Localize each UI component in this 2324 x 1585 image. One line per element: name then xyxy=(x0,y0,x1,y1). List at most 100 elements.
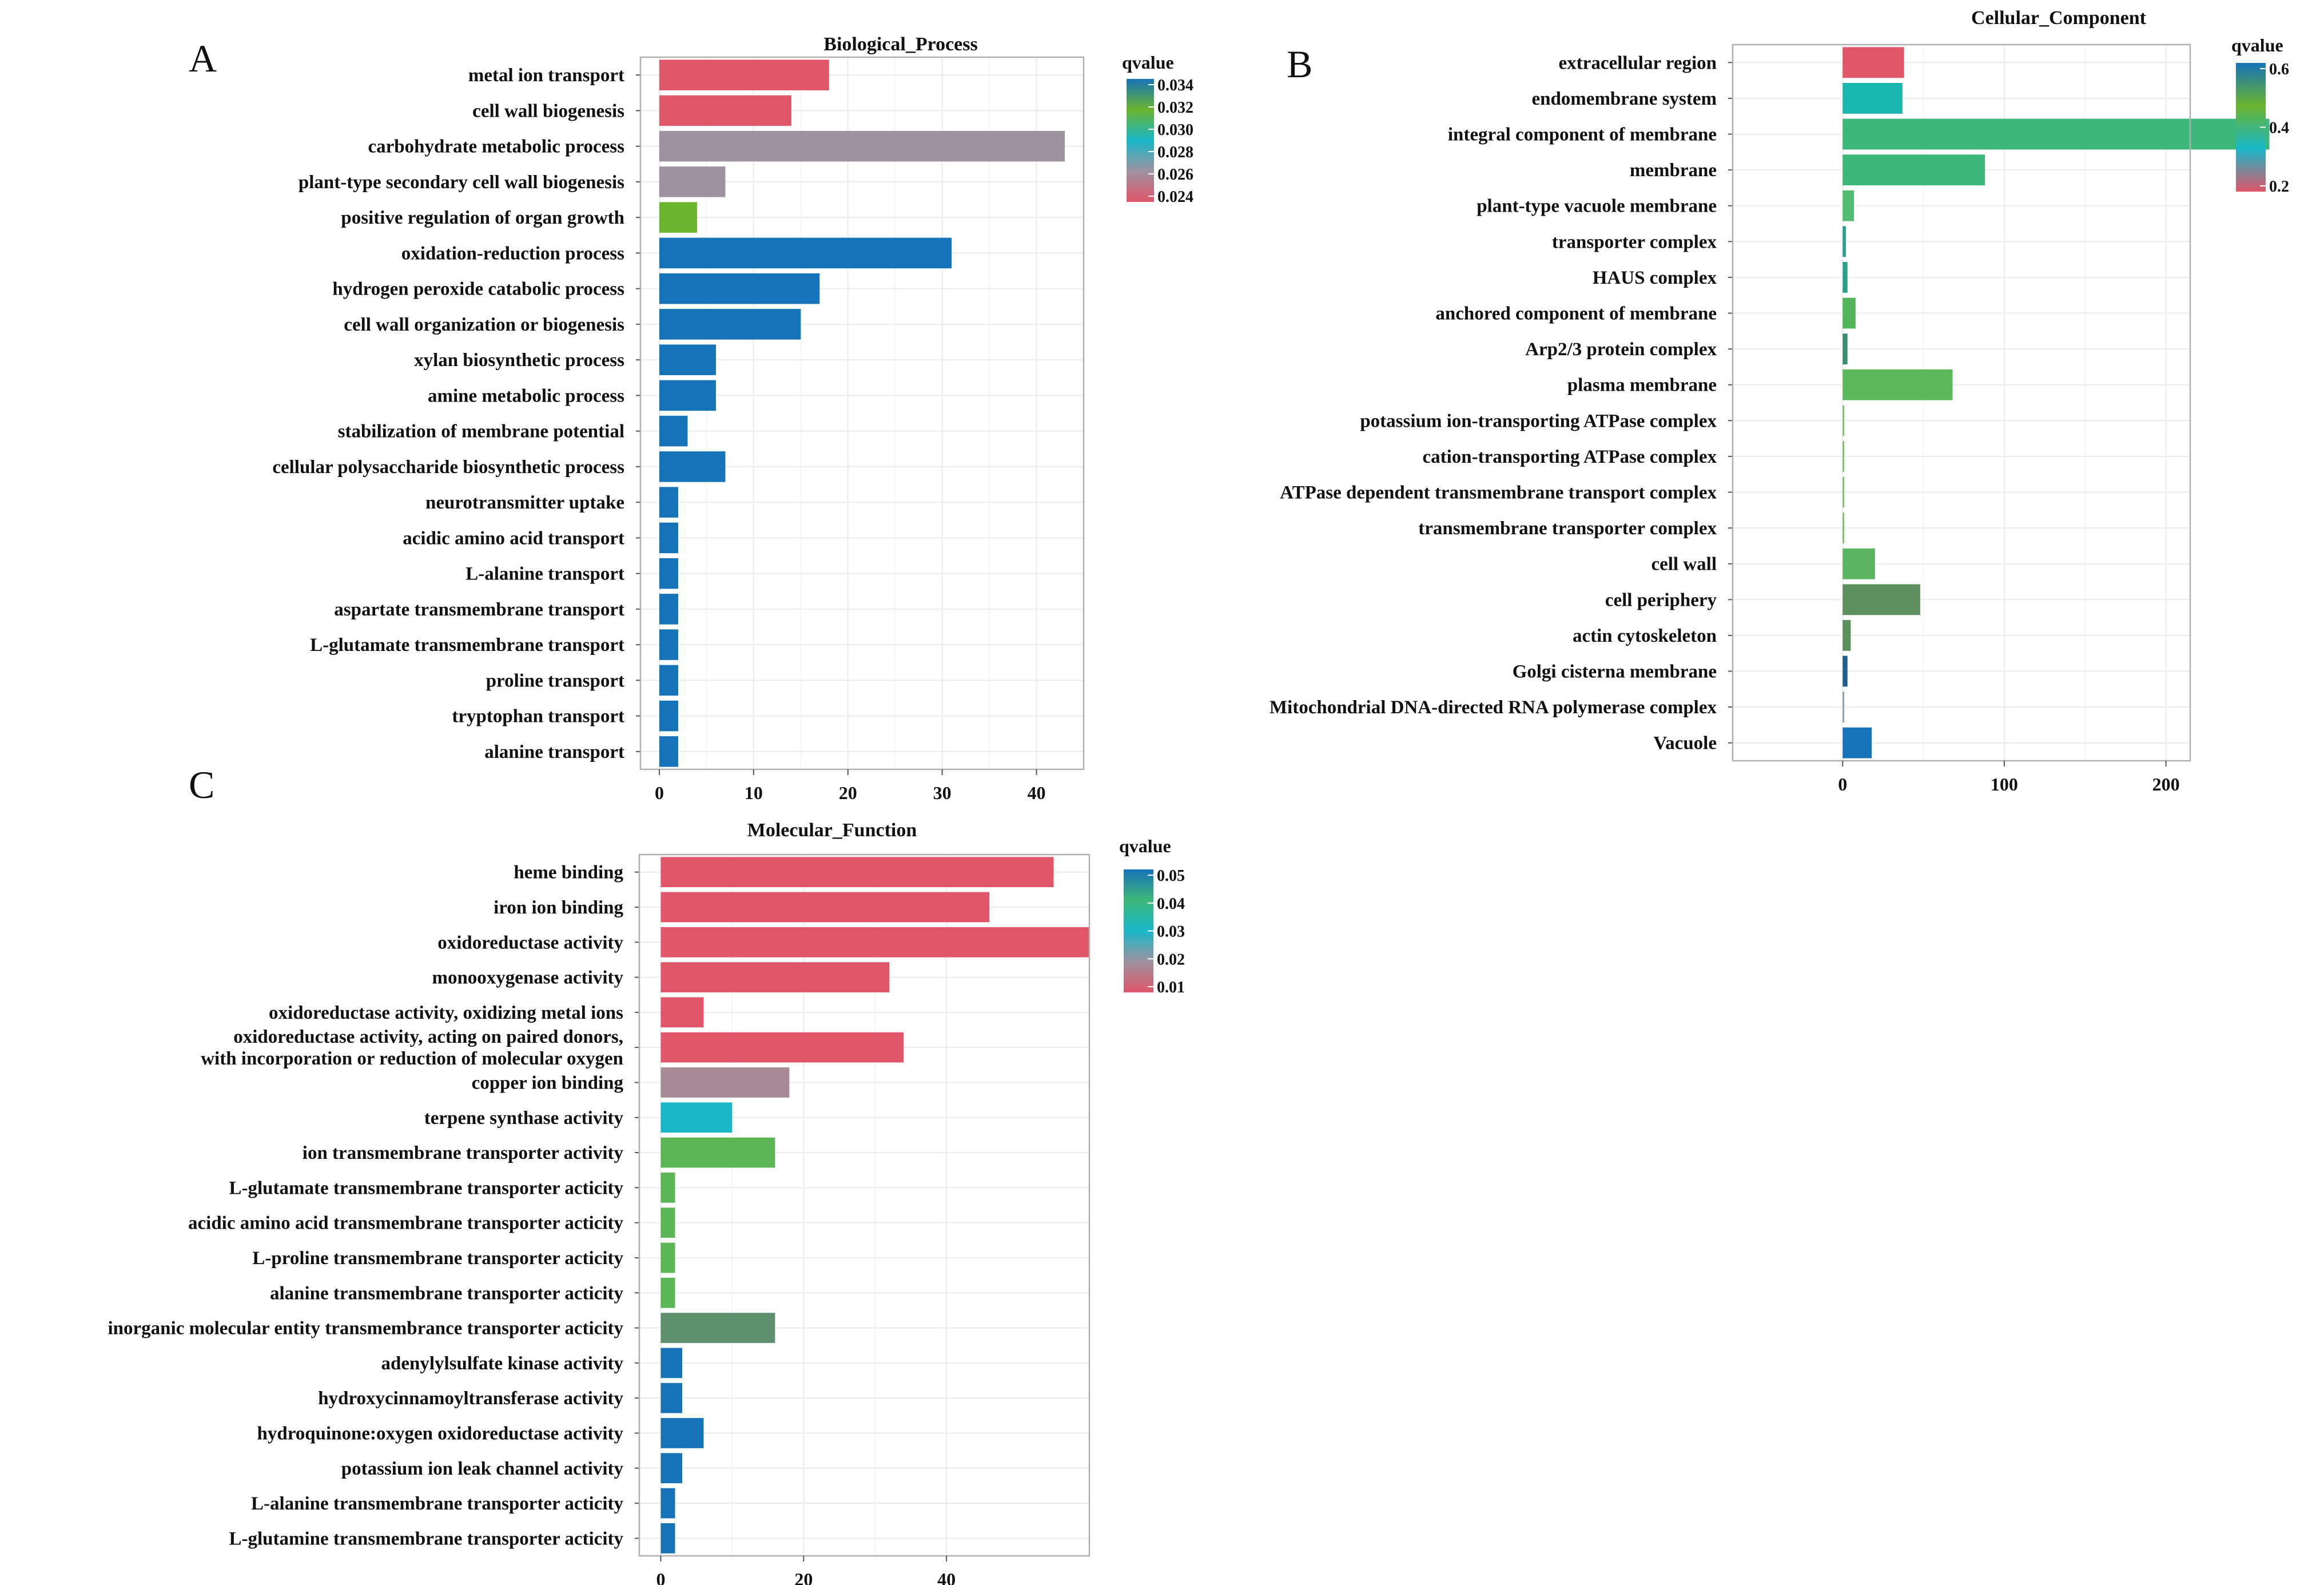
category-label: oxidoreductase activity, oxidizing metal… xyxy=(269,1003,623,1023)
category-label: monooxygenase activity xyxy=(432,968,623,988)
legend-tick-label: 0.02 xyxy=(1157,951,1185,968)
bar xyxy=(660,997,704,1028)
bar xyxy=(659,202,697,233)
bar xyxy=(1843,190,1855,221)
category-label: anchored component of membrane xyxy=(1435,304,1717,324)
category-label: plant-type secondary cell wall biogenesi… xyxy=(299,172,624,193)
bar xyxy=(660,1348,682,1379)
category-label: neurotransmitter uptake xyxy=(425,492,624,513)
legend-title: qvalue xyxy=(2231,35,2283,55)
bar xyxy=(1843,656,1848,687)
bar xyxy=(659,700,678,732)
bar xyxy=(660,927,1089,958)
plot-frame xyxy=(639,56,1085,770)
legend-title: qvalue xyxy=(1122,52,1174,73)
category-label: L-alanine transmembrane transporter acti… xyxy=(251,1493,624,1514)
legend-tick-label: 0.05 xyxy=(1157,867,1185,885)
bar xyxy=(660,1453,682,1484)
x-tick-label: 20 xyxy=(839,782,857,803)
bar xyxy=(1843,118,2270,150)
bar xyxy=(660,1523,675,1554)
category-label: iron ion binding xyxy=(494,897,623,918)
category-label: Vacuole xyxy=(1653,733,1717,754)
category-label: tryptophan transport xyxy=(452,706,624,727)
legend-tick-label: 0.026 xyxy=(1157,166,1193,184)
bar xyxy=(659,95,791,126)
category-label: HAUS complex xyxy=(1593,268,1717,288)
category-label: oxidation-reduction process xyxy=(401,243,624,264)
bar xyxy=(659,487,678,518)
legend-tick-label: 0.2 xyxy=(2269,178,2289,196)
bar xyxy=(660,1207,675,1238)
category-label: acidic amino acid transmembrane transpor… xyxy=(188,1213,623,1234)
bar xyxy=(660,1277,675,1308)
bar xyxy=(1843,727,1872,758)
bar xyxy=(659,665,678,696)
category-label: stabilization of membrane potential xyxy=(338,422,624,442)
panel-letter: B xyxy=(1287,42,1312,86)
legend-tick-label: 0.01 xyxy=(1157,979,1185,996)
category-label: L-alanine transport xyxy=(465,564,624,585)
legend-tick-label: 0.030 xyxy=(1157,121,1193,139)
category-label: Golgi cisterna membrane xyxy=(1513,662,1717,682)
x-tick-label: 30 xyxy=(933,782,952,803)
category-label: hydrogen peroxide catabolic process xyxy=(332,279,624,300)
category-label: terpene synthase activity xyxy=(424,1108,624,1129)
x-tick-label: 200 xyxy=(2152,774,2180,795)
category-label: transporter complex xyxy=(1552,232,1717,252)
bar xyxy=(1843,692,1845,723)
bar xyxy=(660,1383,682,1413)
category-label: integral component of membrane xyxy=(1448,125,1717,145)
x-tick-label: 100 xyxy=(1991,774,2018,795)
category-label: cation-transporting ATPase complex xyxy=(1422,447,1717,467)
legend-tick-label: 0.4 xyxy=(2269,120,2289,137)
panel-b: B Cellular_Component extracellular region e… xyxy=(1270,7,2289,795)
plot-frame xyxy=(1732,43,2191,762)
bar xyxy=(659,415,688,447)
x-tick-label: 0 xyxy=(655,782,664,803)
legend-title: qvalue xyxy=(1119,836,1171,856)
chart-title: Biological_Process xyxy=(823,34,977,55)
bar xyxy=(659,736,678,767)
category-label: carbohydrate metabolic process xyxy=(368,137,625,157)
bar xyxy=(659,273,820,304)
bar xyxy=(660,1242,675,1273)
category-label: ATPase dependent transmembrane transport… xyxy=(1280,483,1717,503)
bar xyxy=(660,1488,675,1519)
category-label: oxidoreductase activity, acting on paire… xyxy=(201,1027,623,1069)
bar xyxy=(659,451,726,482)
bar xyxy=(660,1067,790,1098)
legend-tick-label: 0.03 xyxy=(1157,923,1185,941)
bar xyxy=(660,892,990,923)
category-label: L-glutamate transmembrane transporter ac… xyxy=(229,1178,624,1198)
bar xyxy=(1843,513,1845,544)
category-label: cell periphery xyxy=(1605,590,1717,610)
x-tick-label: 40 xyxy=(1028,782,1046,803)
bar xyxy=(659,130,1065,162)
x-tick-label: 10 xyxy=(745,782,763,803)
category-label: extracellular region xyxy=(1559,53,1717,73)
bar xyxy=(660,857,1054,888)
legend-tick-label: 0.024 xyxy=(1157,188,1193,206)
chart-title: Molecular_Function xyxy=(747,820,917,841)
category-label: actin cytoskeleton xyxy=(1573,626,1717,646)
category-label: positive regulation of organ growth xyxy=(341,208,624,228)
category-label: oxidoreductase activity xyxy=(437,932,623,953)
bar xyxy=(659,309,801,340)
category-label: hydroquinone:oxygen oxidoreductase activ… xyxy=(257,1423,624,1444)
bar xyxy=(660,1313,775,1343)
x-tick-label: 0 xyxy=(656,1569,665,1585)
category-label: L-glutamate transmembrane transport xyxy=(310,635,624,656)
bar xyxy=(1843,584,1920,615)
category-label: cell wall organization or biogenesis xyxy=(344,315,624,335)
bar xyxy=(1843,154,1985,186)
plot-frame xyxy=(638,853,1091,1557)
bar xyxy=(1843,297,1856,329)
category-label: membrane xyxy=(1630,160,1717,181)
category-label: potassium ion-transporting ATPase comple… xyxy=(1360,411,1717,431)
bar xyxy=(1843,548,1875,579)
bar xyxy=(1843,369,1953,400)
category-label: xylan biosynthetic process xyxy=(414,350,624,371)
